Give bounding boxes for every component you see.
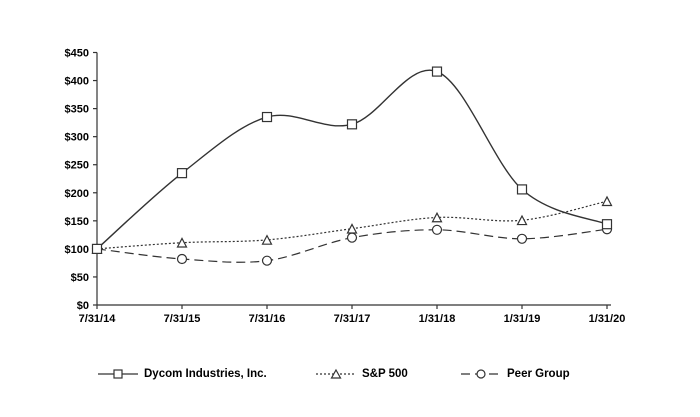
- x-tick-label: 1/31/18: [419, 313, 456, 325]
- square-marker: [516, 184, 528, 195]
- solid-line-square-marker-icon: [98, 369, 138, 379]
- legend-item-dycom: Dycom Industries, Inc.: [98, 366, 267, 382]
- square-marker: [346, 119, 358, 130]
- triangle-marker: [261, 234, 273, 245]
- x-tick-label: 7/31/16: [249, 313, 286, 325]
- series-s-p-500: [91, 195, 613, 254]
- circle-marker: [346, 232, 358, 243]
- y-tick-label: $250: [65, 160, 89, 172]
- circle-marker: [261, 255, 273, 266]
- legend-label-sp500: S&P 500: [362, 368, 408, 380]
- y-tick-label: $300: [65, 132, 89, 144]
- square-marker: [431, 66, 443, 77]
- square-marker-icon: [113, 369, 123, 379]
- triangle-marker: [601, 195, 613, 207]
- y-tick-label: $350: [65, 104, 89, 116]
- x-tick-label: 1/31/19: [504, 313, 541, 325]
- square-marker: [91, 243, 103, 254]
- legend-label-dycom: Dycom Industries, Inc.: [144, 368, 267, 380]
- y-tick-label: $150: [65, 216, 89, 228]
- circle-marker: [176, 253, 188, 265]
- circle-marker: [431, 224, 443, 235]
- square-marker: [261, 111, 273, 123]
- square-marker: [176, 168, 188, 179]
- circle-marker-icon: [476, 369, 486, 379]
- legend-item-sp500: S&P 500: [316, 366, 408, 382]
- legend-label-peer-group: Peer Group: [507, 368, 570, 380]
- y-tick-label: $100: [65, 244, 89, 256]
- chart-legend: Dycom Industries, Inc. S&P 500 Peer Grou…: [0, 366, 700, 386]
- circle-marker: [516, 233, 528, 244]
- y-tick-label: $400: [65, 76, 89, 88]
- square-marker: [601, 219, 613, 230]
- x-tick-label: 7/31/17: [334, 313, 371, 325]
- x-tick-label: 7/31/15: [164, 313, 201, 325]
- x-tick-label: 1/31/20: [589, 313, 626, 325]
- y-tick-label: $200: [65, 188, 89, 200]
- y-tick-label: $450: [65, 48, 89, 60]
- x-tick-label: 7/31/14: [79, 313, 117, 325]
- y-tick-label: $50: [71, 272, 89, 284]
- dotted-line-triangle-marker-icon: [316, 368, 356, 379]
- triangle-marker: [516, 214, 528, 226]
- triangle-marker: [176, 237, 188, 248]
- series-dycom-industries-inc: [91, 66, 613, 254]
- legend-item-peer-group: Peer Group: [461, 366, 570, 382]
- y-tick-label: $0: [77, 300, 89, 312]
- triangle-marker-icon: [330, 368, 342, 379]
- triangle-marker: [431, 211, 443, 223]
- dashed-line-circle-marker-icon: [461, 369, 501, 379]
- series-line: [96, 69, 608, 250]
